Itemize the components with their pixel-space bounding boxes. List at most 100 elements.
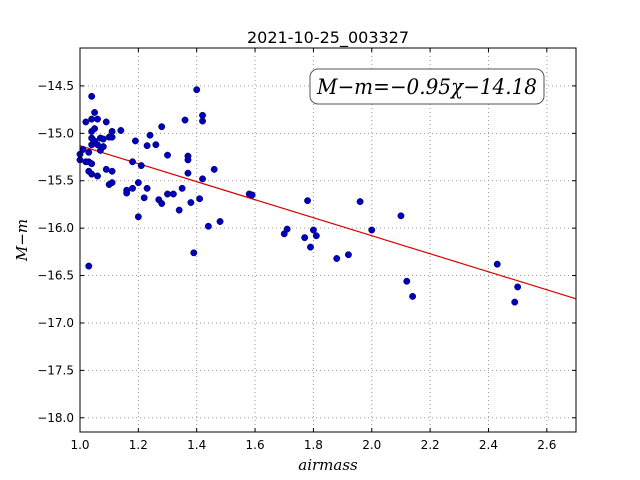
data-point [88, 170, 96, 178]
data-point [108, 179, 116, 187]
data-point [134, 179, 142, 187]
data-point [210, 165, 218, 173]
x-tick-label: 1.6 [246, 438, 265, 452]
plot-area-frame [79, 47, 577, 433]
data-point [143, 184, 151, 192]
data-point [146, 131, 154, 139]
data-point [158, 200, 166, 207]
x-tick-label: 1.4 [187, 438, 206, 452]
data-point [368, 226, 376, 234]
fit-annotation-box: M−m=−0.95χ−14.18 [309, 68, 545, 105]
data-point [184, 169, 192, 177]
data-point [137, 162, 145, 170]
data-point [397, 212, 405, 220]
data-point [175, 206, 183, 214]
data-point [283, 225, 291, 233]
y-tick-label: −16.5 [37, 269, 74, 283]
data-point [333, 255, 341, 262]
data-point [88, 160, 96, 168]
data-point [85, 262, 93, 270]
data-point [304, 197, 312, 205]
data-point [129, 184, 136, 192]
data-point [248, 191, 256, 199]
x-tick-label: 1.8 [304, 438, 323, 452]
data-point [184, 156, 192, 164]
data-point [307, 243, 314, 251]
x-tick-label: 2.0 [362, 438, 381, 452]
x-axis-label: airmass [298, 456, 358, 474]
data-point [204, 222, 212, 230]
grid [79, 48, 576, 432]
data-point [356, 198, 364, 206]
data-point [131, 137, 139, 145]
data-point [309, 226, 317, 234]
data-point [102, 118, 110, 126]
chart-title: 2021-10-25_003327 [247, 28, 409, 48]
data-point [99, 135, 107, 143]
data-point [403, 277, 411, 285]
data-point [158, 123, 166, 131]
data-point [164, 190, 171, 198]
data-point [88, 92, 96, 100]
data-point [140, 194, 148, 202]
y-axis-label: M−m [13, 219, 31, 262]
data-point [190, 249, 198, 257]
annotation-frame [309, 68, 545, 105]
data-point [143, 142, 151, 150]
data-point [91, 109, 99, 116]
data-point [123, 189, 131, 197]
data-point [108, 133, 116, 141]
data-point [102, 165, 110, 173]
data-point [187, 199, 195, 206]
data-points [76, 86, 522, 306]
data-point [94, 141, 101, 149]
data-point [94, 172, 101, 180]
y-tick-label: −17.0 [37, 316, 74, 330]
data-point [94, 115, 101, 123]
data-point [199, 175, 206, 183]
data-point [164, 151, 171, 159]
data-point [511, 298, 519, 306]
data-point [301, 234, 309, 242]
data-point [129, 158, 136, 166]
data-point [91, 125, 99, 133]
axis-ticks [79, 48, 576, 432]
x-tick-label: 1.0 [70, 438, 89, 452]
y-tick-label: −18.0 [37, 411, 74, 425]
data-point [85, 148, 93, 156]
data-point [193, 86, 201, 94]
data-point [344, 251, 352, 259]
data-point [199, 117, 206, 125]
data-point [216, 218, 224, 225]
data-point [152, 141, 160, 149]
x-tick-label: 2.6 [537, 438, 556, 452]
y-tick-labels: −14.5 −15.0 −15.5 −16.0 −16.5 −17.0 −17.5 −18.0 [37, 79, 74, 425]
data-point [134, 213, 142, 221]
x-tick-label: 1.2 [129, 438, 148, 452]
data-point [181, 116, 189, 124]
data-point [99, 143, 107, 151]
fit-line-layer [79, 145, 577, 300]
data-point [82, 118, 90, 126]
data-point [117, 127, 125, 134]
data-point [178, 184, 186, 192]
fit-line [79, 145, 577, 300]
data-point [108, 167, 116, 175]
data-point [88, 115, 96, 123]
x-tick-labels: 1.0 1.2 1.4 1.6 1.8 2.0 2.2 2.4 2.6 [70, 438, 556, 452]
data-point [169, 190, 177, 198]
x-tick-label: 2.4 [479, 438, 498, 452]
y-tick-label: −16.0 [37, 221, 74, 235]
y-tick-label: −15.0 [37, 126, 74, 140]
fit-equation: M−m=−0.95χ−14.18 [316, 75, 537, 99]
y-tick-label: −17.5 [37, 363, 74, 377]
data-point [514, 283, 522, 291]
data-point [79, 146, 87, 153]
data-point [196, 195, 204, 203]
y-tick-label: −15.5 [37, 174, 74, 188]
data-point [409, 292, 417, 300]
data-point [312, 232, 320, 240]
data-point [493, 260, 501, 268]
x-tick-label: 2.2 [421, 438, 440, 452]
